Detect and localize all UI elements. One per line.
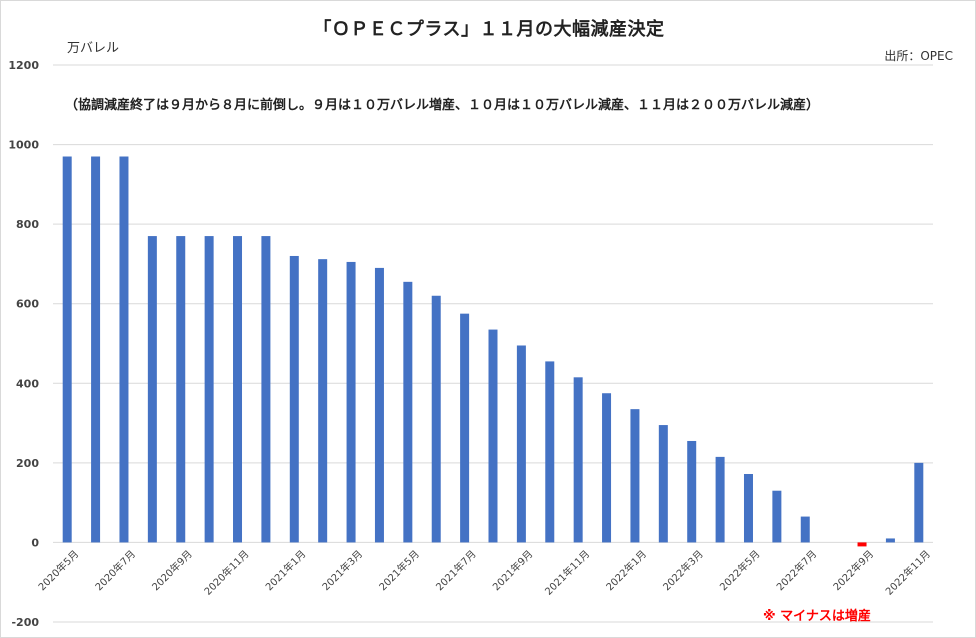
y-axis-unit-label: 万バレル [67, 41, 120, 56]
y-tick-label: 1200 [8, 59, 39, 72]
x-tick-label: 2021年11月 [542, 547, 592, 597]
bar [403, 281, 413, 543]
bar [800, 516, 810, 543]
y-tick-label: 600 [16, 298, 39, 311]
x-tick-label: 2020年7月 [92, 547, 138, 593]
bar [374, 267, 384, 543]
y-tick-label: 200 [16, 457, 39, 470]
bar [658, 425, 668, 543]
bar [346, 261, 356, 543]
x-tick-label: 2022年9月 [830, 547, 876, 593]
bar [289, 255, 299, 543]
bar [431, 295, 441, 543]
bar [687, 440, 697, 543]
x-tick-label: 2021年9月 [490, 547, 536, 593]
bar [119, 156, 129, 543]
x-axis-ticks: 2020年5月 2020年7月 2020年9月 2020年11月 2021年1月 2021… [35, 547, 932, 597]
bar [857, 542, 867, 547]
bar [91, 156, 101, 543]
x-tick-label: 2021年3月 [319, 547, 365, 593]
bar [204, 236, 214, 543]
x-tick-label: 2022年3月 [660, 547, 706, 593]
x-tick-label: 2021年5月 [376, 547, 422, 593]
bar [885, 538, 895, 543]
bar [914, 462, 924, 543]
bar [460, 313, 470, 543]
x-tick-label: 2020年5月 [35, 547, 81, 593]
x-tick-label: 2020年11月 [201, 547, 251, 597]
bar [772, 490, 782, 543]
bar [261, 236, 271, 543]
chart-title: 「ＯＰＥＣプラス」１１月の大幅減産決定 [313, 19, 665, 40]
x-tick-label: 2021年7月 [433, 547, 479, 593]
bar [545, 361, 555, 543]
x-tick-label: 2020年9月 [149, 547, 195, 593]
source-label: 出所：OPEC [884, 49, 953, 63]
bar [743, 473, 753, 543]
bar [233, 236, 243, 543]
bar [516, 345, 526, 543]
bar [176, 236, 186, 543]
x-tick-label: 2022年5月 [717, 547, 763, 593]
y-tick-label: 800 [16, 218, 39, 231]
y-tick-label: 1000 [8, 139, 39, 152]
bar [62, 156, 72, 543]
bar [602, 393, 612, 543]
y-axis-ticks: 1200 1000 800 600 400 200 0 -200 [8, 59, 39, 629]
bar [573, 377, 583, 543]
bar [318, 259, 328, 543]
y-tick-label: 400 [16, 377, 39, 390]
bar [488, 329, 498, 543]
x-tick-label: 2022年7月 [774, 547, 820, 593]
x-tick-label: 2022年1月 [603, 547, 649, 593]
chart-annotation: （協調減産終了は９月から８月に前倒し。９月は１０万バレル増産、１０月は１０万バレ… [65, 98, 820, 113]
x-tick-label: 2022年11月 [883, 547, 933, 597]
bar [147, 236, 157, 543]
x-tick-label: 2021年1月 [263, 547, 309, 593]
negative-note: ※ マイナスは増産 [763, 609, 871, 624]
bar [630, 409, 640, 543]
bars [62, 156, 924, 547]
y-tick-label: -200 [11, 616, 39, 629]
bar [715, 456, 725, 543]
y-tick-label: 0 [31, 536, 39, 549]
